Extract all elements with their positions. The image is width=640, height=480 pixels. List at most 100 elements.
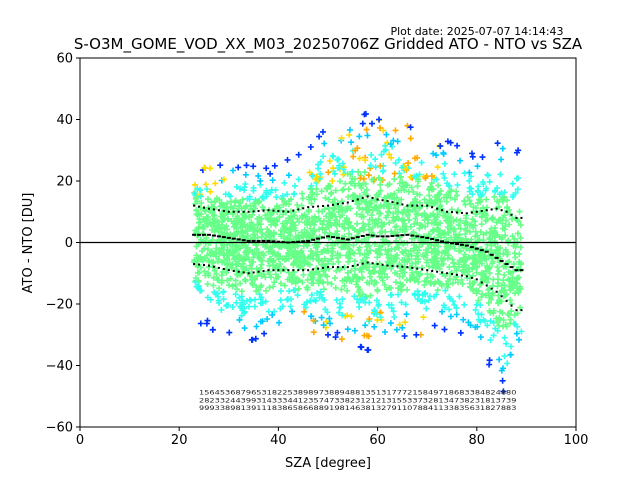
y-axis-label: ATO - NTO [DU]: [21, 193, 36, 294]
scatter-point: [230, 167, 236, 174]
scatter-point: [192, 279, 199, 285]
scatter-point: [416, 247, 422, 254]
scatter-point: [250, 163, 257, 170]
scatter-point: [304, 221, 310, 228]
scatter-point: [329, 212, 336, 219]
scatter-point: [339, 207, 346, 214]
scatter-point: [354, 296, 361, 303]
scatter-point: [506, 221, 513, 228]
scatter-point: [460, 316, 467, 323]
upper-std-point: [302, 207, 305, 210]
scatter-point: [362, 181, 369, 187]
scatter-point: [251, 249, 258, 256]
scatter-point: [197, 204, 204, 211]
scatter-point: [341, 282, 348, 289]
scatter-point: [324, 260, 331, 267]
bin-count-row: 1564536879653182253898973889488135131777…: [199, 390, 517, 397]
scatter-point: [421, 196, 428, 203]
scatter-point: [220, 296, 227, 303]
scatter-point: [311, 196, 318, 203]
lower-std-point: [431, 269, 434, 272]
scatter-point: [233, 245, 240, 252]
scatter-point: [470, 272, 476, 279]
scatter-point: [301, 227, 308, 233]
lower-std-point: [257, 270, 260, 273]
scatter-point: [412, 155, 418, 162]
scatter-point: [277, 305, 284, 312]
upper-std-point: [351, 199, 354, 202]
scatter-point: [366, 206, 373, 213]
scatter-point: [232, 282, 239, 289]
scatter-point: [254, 215, 261, 222]
scatter-point: [441, 326, 448, 333]
scatter-point: [464, 194, 471, 201]
scatter-point: [393, 279, 399, 286]
scatter-point: [306, 196, 312, 203]
scatter-point: [392, 205, 399, 212]
scatter-point: [377, 187, 384, 194]
lower-std-point: [287, 269, 290, 272]
upper-std-point: [441, 209, 444, 212]
scatter-point: [394, 270, 401, 277]
scatter-point: [420, 314, 427, 321]
x-tick-label: 60: [369, 433, 386, 448]
upper-std-point: [307, 206, 310, 209]
scatter-point: [226, 282, 233, 289]
scatter-point: [457, 157, 464, 164]
scatter-point: [391, 170, 398, 177]
scatter-point: [517, 222, 524, 229]
scatter-point: [461, 301, 468, 308]
scatter-point: [362, 191, 369, 198]
lower-std-point: [277, 269, 280, 272]
scatter-point: [411, 220, 418, 227]
lower-std-point: [232, 269, 235, 272]
scatter-point: [462, 215, 469, 222]
scatter-point: [382, 265, 389, 272]
upper-std-point: [475, 210, 478, 213]
upper-std-point: [446, 210, 449, 213]
scatter-point: [413, 211, 420, 218]
scatter-point: [344, 170, 351, 177]
scatter-point: [311, 213, 318, 220]
scatter-point: [263, 287, 269, 294]
upper-std-point: [341, 202, 344, 205]
scatter-point: [284, 191, 291, 198]
scatter-point: [362, 294, 369, 301]
scatter-point: [365, 250, 372, 257]
scatter-point: [497, 245, 504, 252]
scatter-point: [413, 331, 420, 338]
scatter-point: [251, 276, 258, 283]
scatter-point: [498, 234, 505, 241]
scatter-point: [320, 153, 327, 160]
upper-std-point: [282, 210, 285, 213]
lower-std-point: [237, 270, 240, 273]
scatter-point: [326, 230, 333, 237]
scatter-point: [382, 146, 389, 153]
scatter-point: [411, 290, 418, 297]
scatter-point: [266, 262, 273, 269]
scatter-point: [356, 155, 363, 162]
scatter-point: [438, 261, 445, 268]
scatter-point: [495, 322, 502, 329]
scatter-point: [210, 216, 216, 223]
scatter-point: [445, 252, 452, 259]
upper-std-point: [277, 209, 280, 212]
scatter-point: [218, 222, 225, 229]
scatter-point: [399, 164, 406, 171]
scatter-point: [346, 230, 353, 237]
scatter-point: [276, 263, 283, 270]
scatter-point: [391, 176, 398, 183]
scatter-point: [407, 223, 414, 230]
scatter-point: [451, 301, 458, 308]
lower-std-point: [376, 263, 379, 266]
scatter-point: [517, 244, 524, 251]
scatter-point: [357, 175, 364, 182]
upper-std-point: [510, 213, 513, 216]
upper-std-point: [361, 196, 364, 199]
scatter-point: [308, 292, 315, 298]
scatter-point: [451, 226, 458, 233]
scatter-point: [265, 248, 272, 255]
scatter-point: [446, 264, 453, 271]
scatter-layer: [191, 110, 525, 395]
scatter-point: [412, 215, 419, 222]
